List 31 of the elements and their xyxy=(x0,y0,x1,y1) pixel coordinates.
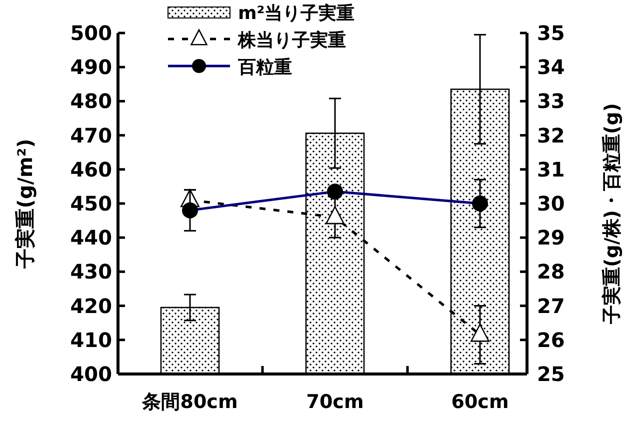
y-tick-label: 480 xyxy=(70,89,112,114)
x-tick-label: 60cm xyxy=(451,391,509,413)
x-tick-label: 条間80cm xyxy=(141,391,238,413)
y-tick-label: 410 xyxy=(70,328,112,352)
point xyxy=(470,324,490,342)
y2-tick-label: 26 xyxy=(537,328,565,352)
y2-axis-title: 子実重(g/株)・百粒重(g) xyxy=(601,103,623,325)
y-tick-label: 470 xyxy=(70,123,112,148)
legend-label: 株当り子実重 xyxy=(237,30,346,51)
y-axis-title: 子実重(g/m²) xyxy=(13,138,37,270)
y2-tick-label: 33 xyxy=(537,89,565,114)
y-tick-label: 500 xyxy=(70,21,112,45)
y2-tick-label: 29 xyxy=(537,226,565,250)
legend-label: 百粒重 xyxy=(237,57,292,78)
y2-tick-label: 30 xyxy=(537,192,565,216)
y2-tick-label: 31 xyxy=(537,157,565,182)
y-tick-label: 450 xyxy=(70,192,112,216)
y2-tick-label: 34 xyxy=(537,55,565,80)
y-tick-label: 400 xyxy=(70,362,112,386)
y-tick-label: 460 xyxy=(70,157,112,182)
y-tick-label: 440 xyxy=(70,226,112,250)
x-tick-label: 70cm xyxy=(306,391,364,413)
y2-tick-label: 32 xyxy=(537,123,565,148)
y2-tick-label: 27 xyxy=(537,294,565,318)
y-tick-label: 420 xyxy=(70,294,112,318)
y2-tick-label: 25 xyxy=(537,362,565,386)
y2-tick-label: 28 xyxy=(537,260,565,284)
legend-label: m²当り子実重 xyxy=(238,3,355,24)
y-tick-label: 490 xyxy=(70,55,112,80)
y-tick-label: 430 xyxy=(70,260,112,284)
y2-tick-label: 35 xyxy=(537,21,565,45)
